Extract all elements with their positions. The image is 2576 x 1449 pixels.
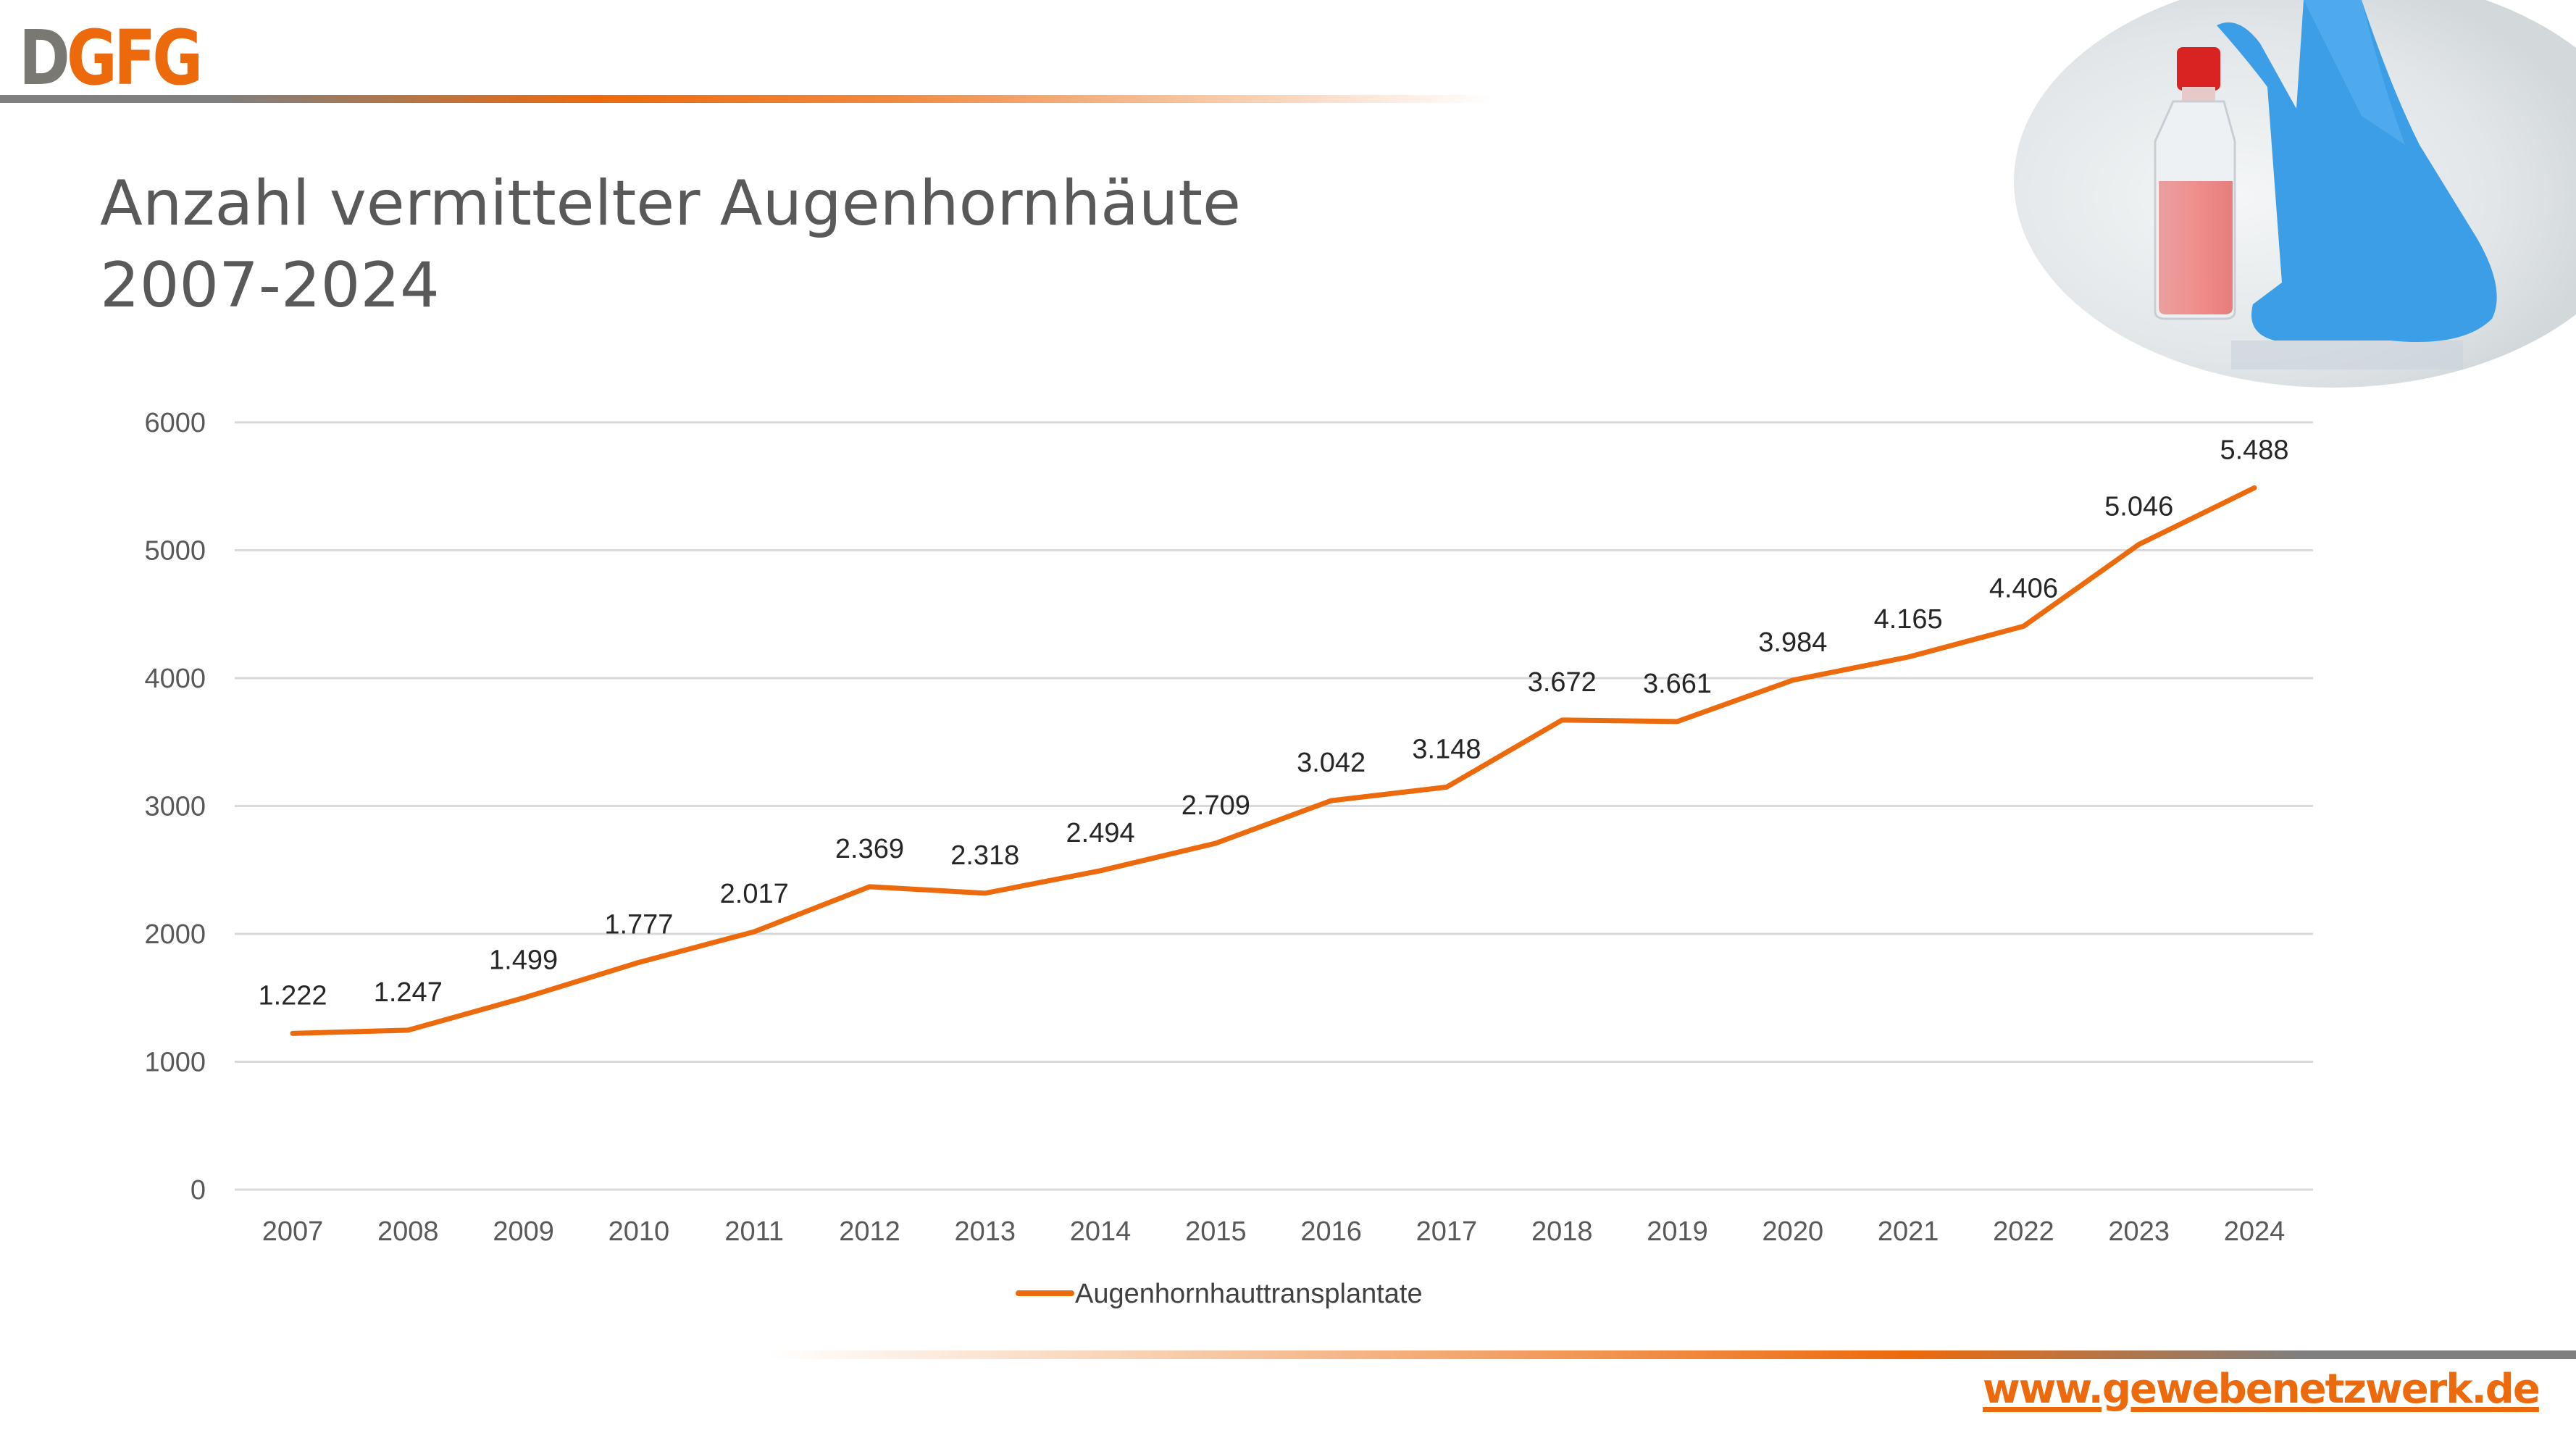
data-label: 1.777 xyxy=(604,909,673,940)
data-label: 5.488 xyxy=(2220,435,2288,465)
y-tick-label: 1000 xyxy=(144,1048,206,1078)
x-tick-label: 2013 xyxy=(954,1216,1016,1247)
page-title: Anzahl vermittelter Augenhornhäute 2007-… xyxy=(100,163,1241,327)
y-tick-label: 0 xyxy=(191,1175,206,1206)
data-label: 3.661 xyxy=(1643,669,1712,699)
data-labels: 1.222 1.247 1.499 1.777 2.017 2.369 2.318 2.494… xyxy=(258,435,2288,1011)
data-label: 2.494 xyxy=(1066,818,1135,848)
legend: Augenhornhauttransplantate xyxy=(1016,1279,1423,1309)
x-tick-label: 2019 xyxy=(1647,1216,1708,1247)
x-tick-label: 2007 xyxy=(262,1216,324,1247)
x-tick-label: 2008 xyxy=(377,1216,439,1247)
data-label: 4.165 xyxy=(1874,604,1943,635)
data-label: 3.984 xyxy=(1758,627,1827,658)
data-label: 1.247 xyxy=(374,977,443,1008)
x-tick-label: 2015 xyxy=(1185,1216,1247,1247)
footer-divider xyxy=(768,1350,2576,1359)
data-label: 2.369 xyxy=(835,834,904,864)
website-link[interactable]: www.gewebenetzwerk.de xyxy=(1983,1366,2541,1413)
header-divider xyxy=(0,95,1492,103)
x-tick-label: 2023 xyxy=(2108,1216,2170,1247)
x-tick-label: 2024 xyxy=(2224,1216,2286,1247)
data-label: 4.406 xyxy=(1989,573,2058,604)
data-label: 1.222 xyxy=(258,980,327,1011)
y-tick-label: 6000 xyxy=(144,408,206,438)
x-tick-label: 2018 xyxy=(1531,1216,1593,1247)
data-label: 3.672 xyxy=(1528,667,1597,698)
data-label: 3.042 xyxy=(1297,748,1366,778)
x-axis-ticks: 2007 2008 2009 2010 2011 2012 2013 2014 2015 2016… xyxy=(262,1216,2286,1247)
series-line-augenhornhauttransplantate xyxy=(290,485,2257,1036)
data-label: 2.318 xyxy=(950,840,1019,871)
x-tick-label: 2009 xyxy=(493,1216,554,1247)
data-label: 1.499 xyxy=(489,945,558,975)
title-line-2: 2007-2024 xyxy=(100,249,440,322)
x-tick-label: 2011 xyxy=(724,1216,784,1247)
x-tick-label: 2014 xyxy=(1070,1216,1132,1247)
y-tick-label: 4000 xyxy=(144,664,206,694)
title-line-1: Anzahl vermittelter Augenhornhäute xyxy=(100,167,1241,240)
data-label: 2.709 xyxy=(1182,790,1250,821)
x-tick-label: 2016 xyxy=(1300,1216,1362,1247)
y-tick-label: 2000 xyxy=(144,919,206,950)
y-axis-ticks: 0 1000 2000 3000 4000 5000 6000 xyxy=(144,408,206,1206)
x-tick-label: 2020 xyxy=(1762,1216,1824,1247)
y-tick-label: 5000 xyxy=(144,536,206,567)
data-label: 3.148 xyxy=(1412,734,1481,764)
x-tick-label: 2022 xyxy=(1993,1216,2054,1247)
x-tick-label: 2010 xyxy=(609,1216,670,1247)
data-label: 2.017 xyxy=(720,879,789,909)
gridlines xyxy=(235,421,2313,1191)
x-tick-label: 2012 xyxy=(839,1216,900,1247)
lab-flask-photo xyxy=(2014,0,2576,388)
legend-label: Augenhornhauttransplantate xyxy=(1075,1279,1423,1309)
x-tick-label: 2021 xyxy=(1878,1216,1939,1247)
x-tick-label: 2017 xyxy=(1416,1216,1478,1247)
dgfg-logo: DGFG xyxy=(19,14,203,102)
data-label: 5.046 xyxy=(2104,491,2173,522)
y-tick-label: 3000 xyxy=(144,792,206,822)
